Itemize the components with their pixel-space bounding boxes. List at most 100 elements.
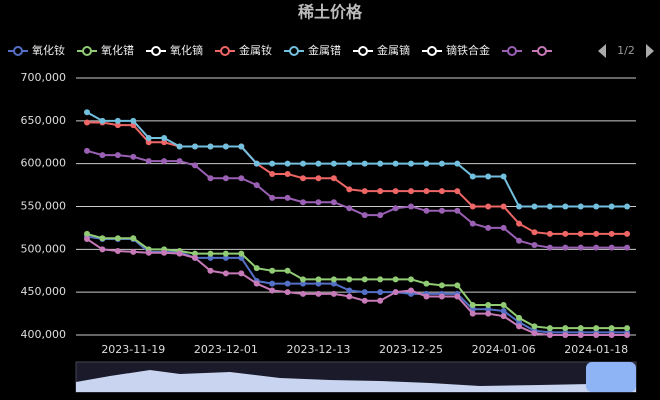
data-point <box>300 276 307 283</box>
data-point <box>130 153 137 160</box>
data-point <box>500 173 507 180</box>
data-point <box>222 270 229 277</box>
data-point <box>330 199 337 206</box>
legend-icon[interactable] <box>151 46 161 56</box>
data-point <box>346 186 353 193</box>
data-point <box>253 265 260 272</box>
data-point <box>577 332 584 338</box>
data-point <box>438 293 445 300</box>
data-point <box>423 160 430 167</box>
data-point <box>130 248 137 255</box>
data-point <box>516 319 523 326</box>
legend-next[interactable] <box>646 44 654 58</box>
data-point <box>238 175 245 182</box>
data-point <box>361 297 368 304</box>
legend-page: 1/2 <box>617 44 635 57</box>
data-point <box>608 332 615 338</box>
legend-icon[interactable] <box>82 46 92 56</box>
data-point <box>608 230 615 237</box>
data-point <box>577 325 584 332</box>
data-point <box>330 175 337 182</box>
data-point <box>161 134 168 141</box>
data-point <box>284 289 291 296</box>
data-point <box>315 280 322 287</box>
data-point <box>269 267 276 274</box>
data-point <box>145 249 152 256</box>
data-point <box>562 332 569 338</box>
legend-label[interactable]: 氧化镝 <box>170 43 203 57</box>
data-point <box>469 310 476 317</box>
legend-icon[interactable] <box>13 46 23 56</box>
legend-label[interactable]: 金属镨 <box>308 43 341 57</box>
legend-prev[interactable] <box>598 44 606 58</box>
legend-icon[interactable] <box>220 46 230 56</box>
data-point <box>346 293 353 300</box>
data-point <box>346 160 353 167</box>
data-point <box>624 203 631 210</box>
data-point <box>361 289 368 296</box>
data-point <box>330 280 337 287</box>
zoom-handle[interactable] <box>586 362 636 392</box>
data-point <box>269 280 276 287</box>
data-point <box>485 310 492 317</box>
data-point <box>99 246 106 253</box>
data-point <box>608 325 615 332</box>
data-point <box>222 143 229 150</box>
data-point <box>361 188 368 195</box>
data-point <box>207 254 214 261</box>
data-point <box>238 250 245 257</box>
data-point <box>346 276 353 283</box>
legend-icon[interactable] <box>427 46 437 56</box>
y-tick-label: 400,000 <box>21 328 67 341</box>
data-point <box>608 203 615 210</box>
x-tick-label: 2024-01-06 <box>472 343 536 356</box>
y-tick-label: 550,000 <box>21 200 67 213</box>
data-point <box>192 254 199 261</box>
data-point <box>485 173 492 180</box>
legend-label[interactable]: 氧化镨 <box>101 43 134 57</box>
data-point <box>423 280 430 287</box>
data-point <box>161 139 168 146</box>
data-point <box>469 173 476 180</box>
data-point <box>392 205 399 212</box>
legend-label[interactable]: 金属钕 <box>239 43 272 57</box>
data-point <box>315 160 322 167</box>
legend-icon[interactable] <box>507 46 517 56</box>
data-point <box>577 230 584 237</box>
data-point <box>562 244 569 251</box>
data-point <box>577 244 584 251</box>
data-point <box>315 276 322 283</box>
data-point <box>438 160 445 167</box>
data-point <box>84 109 90 116</box>
data-point <box>531 330 538 337</box>
data-point <box>377 297 384 304</box>
legend-icon[interactable] <box>289 46 299 56</box>
data-point <box>361 160 368 167</box>
data-point <box>315 290 322 297</box>
data-point <box>315 175 322 182</box>
data-point <box>454 282 461 289</box>
legend-label[interactable]: 氧化钕 <box>32 43 65 57</box>
data-point <box>485 302 492 309</box>
data-zoom[interactable] <box>75 361 637 393</box>
data-point <box>531 229 538 236</box>
data-point <box>145 139 152 146</box>
data-point <box>546 230 553 237</box>
data-point <box>531 323 538 330</box>
data-point <box>608 244 615 251</box>
data-point <box>516 314 523 321</box>
data-point <box>284 280 291 287</box>
legend-label[interactable]: 金属镝 <box>377 43 410 57</box>
legend-icon[interactable] <box>537 46 547 56</box>
data-point <box>454 160 461 167</box>
legend-icon[interactable] <box>358 46 368 56</box>
data-point <box>546 203 553 210</box>
data-point <box>392 289 399 296</box>
data-point <box>469 302 476 309</box>
data-point <box>516 220 523 227</box>
data-point <box>253 182 260 189</box>
data-point <box>99 235 106 242</box>
legend-label[interactable]: 镝铁合金 <box>446 43 490 57</box>
data-point <box>546 244 553 251</box>
data-point <box>423 293 430 300</box>
